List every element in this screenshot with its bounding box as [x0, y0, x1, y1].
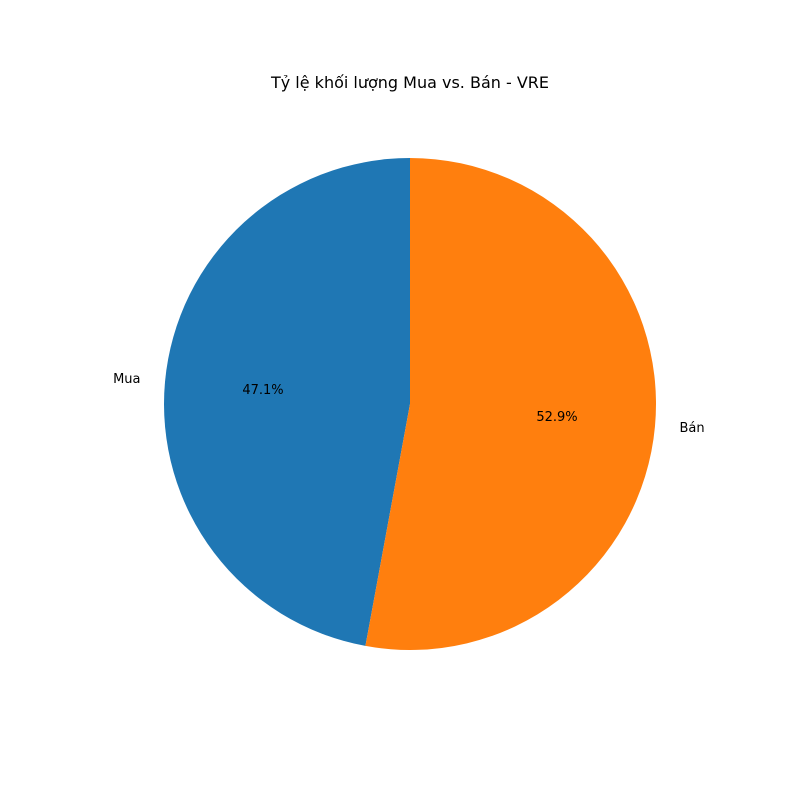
- slice-percent-label: 52.9%: [536, 410, 577, 425]
- slice-category-label: Mua: [113, 372, 140, 387]
- slice-percent-label: 47.1%: [242, 383, 283, 398]
- pie-slice-ban: [365, 158, 657, 650]
- pie-slice-mua: [164, 158, 410, 646]
- pie-labels: 47.1% Mua 52.9% Bán: [113, 372, 705, 436]
- pie-slices: [164, 158, 657, 650]
- slice-category-label: Bán: [679, 421, 704, 436]
- chart-title: Tỷ lệ khối lượng Mua vs. Bán - VRE: [270, 73, 549, 92]
